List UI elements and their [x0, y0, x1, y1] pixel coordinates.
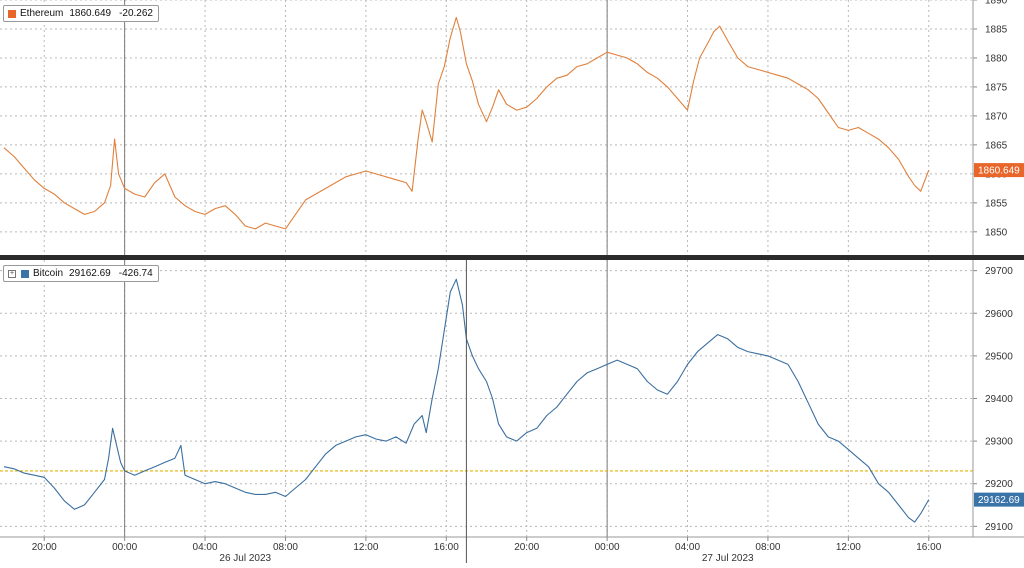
bitcoin-ytick-label: 29600	[985, 309, 1013, 320]
x-tick-label: 16:00	[916, 542, 941, 553]
x-tick-label: 16:00	[434, 542, 459, 553]
x-tick-label: 04:00	[675, 542, 700, 553]
bitcoin-legend-change: -426.74	[118, 268, 153, 279]
panel-separator	[0, 255, 1024, 260]
ethereum-ytick-label: 1855	[985, 198, 1008, 209]
x-tick-label: 12:00	[836, 542, 861, 553]
ethereum-legend-change: -20.262	[119, 8, 153, 19]
bitcoin-series-line	[3, 278, 930, 523]
bitcoin-last-value-label: 29162.69	[978, 495, 1020, 506]
bitcoin-legend-last: 29162.69	[69, 268, 111, 279]
x-tick-label: 12:00	[353, 542, 378, 553]
x-tick-label: 08:00	[273, 542, 298, 553]
x-tick-label: 00:00	[595, 542, 620, 553]
x-date-label: 26 Jul 2023	[219, 553, 271, 563]
ethereum-legend[interactable]: Ethereum 1860.649 -20.262	[3, 5, 159, 22]
ethereum-last-value-tag	[974, 163, 1024, 178]
bitcoin-ytick-label: 29400	[985, 394, 1013, 405]
ethereum-ytick-label: 1875	[985, 82, 1008, 93]
x-tick-label: 00:00	[112, 542, 137, 553]
ethereum-legend-name: Ethereum	[20, 8, 64, 19]
bitcoin-ytick-label: 29300	[985, 437, 1013, 448]
bitcoin-swatch	[21, 269, 29, 278]
ethereum-ytick-label: 1870	[985, 111, 1008, 122]
ethereum-ytick-label: 1850	[985, 227, 1008, 238]
ethereum-ytick-label: 1880	[985, 53, 1008, 64]
x-tick-label: 20:00	[514, 542, 539, 553]
ethereum-last-value-label: 1860.649	[978, 166, 1020, 177]
x-tick-label: 20:00	[32, 542, 57, 553]
ethereum-ytick-label: 1890	[985, 0, 1008, 7]
ethereum-ytick-label: 1885	[985, 24, 1008, 35]
bitcoin-last-value-tag	[974, 492, 1024, 507]
ethereum-legend-last: 1860.649	[69, 8, 112, 19]
ethereum-swatch	[8, 9, 16, 18]
x-tick-label: 04:00	[193, 542, 218, 553]
bitcoin-ytick-label: 29700	[985, 266, 1013, 277]
bitcoin-ytick-label: 29100	[985, 522, 1013, 533]
ethereum-ytick-label: 1865	[985, 140, 1008, 151]
bitcoin-legend[interactable]: + Bitcoin 29162.69 -426.74	[3, 265, 159, 282]
bitcoin-legend-name: Bitcoin	[33, 268, 64, 279]
bitcoin-ytick-label: 29500	[985, 351, 1013, 362]
bitcoin-ytick-label: 29200	[985, 479, 1013, 490]
expand-icon[interactable]: +	[8, 269, 16, 278]
x-date-label: 27 Jul 2023	[702, 553, 754, 563]
x-tick-label: 08:00	[755, 542, 780, 553]
ethereum-series-line	[3, 16, 930, 230]
